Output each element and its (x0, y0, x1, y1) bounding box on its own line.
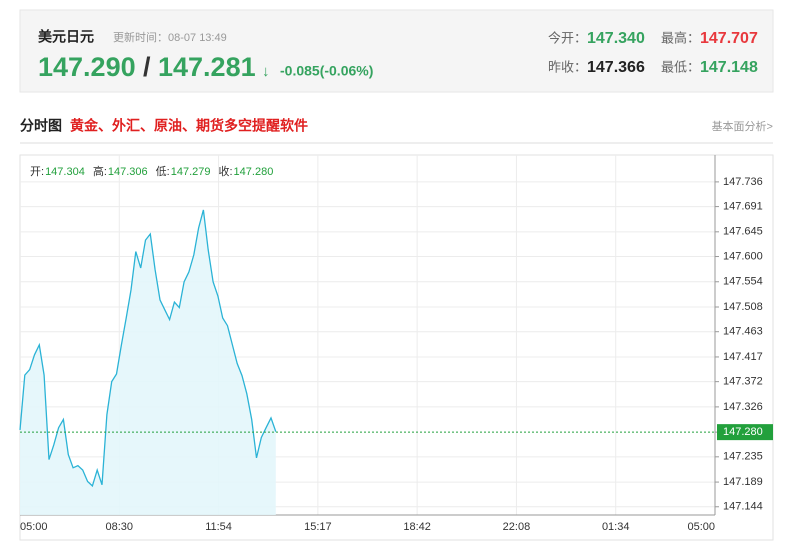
stat-value: 147.340 (587, 30, 645, 47)
x-tick-label: 11:54 (205, 521, 232, 533)
x-tick-label: 05:00 (687, 521, 715, 533)
stat-label: 最高： (661, 30, 700, 45)
y-tick-label: 147.736 (723, 176, 763, 188)
ohlc-value: 147.279 (171, 166, 211, 178)
ask-price: 147.281 (158, 52, 256, 82)
stat-label: 最低： (661, 59, 700, 74)
change: -0.085(-0.06%) (280, 63, 373, 79)
y-tick-label: 147.508 (723, 301, 763, 313)
y-tick-label: 147.189 (723, 476, 763, 488)
promo-link[interactable]: 黄金、外汇、原油、期货多空提醒软件 (70, 118, 308, 134)
y-tick-label: 147.235 (723, 451, 763, 463)
ohlc-label: 高: (93, 164, 107, 178)
x-tick-label: 18:42 (403, 521, 431, 533)
x-tick-label: 08:30 (106, 521, 134, 533)
y-tick-label: 147.326 (723, 401, 763, 413)
quote-box (19, 9, 774, 93)
y-tick-label: 147.417 (723, 351, 763, 363)
change-arrow: ↓ (262, 63, 270, 80)
y-tick-label: 147.463 (723, 326, 763, 338)
y-tick-label: 147.280 (723, 426, 763, 438)
y-tick-label: 147.554 (723, 276, 763, 288)
stat-value: 147.366 (587, 59, 645, 76)
stat-label: 今开： (548, 30, 587, 45)
update-time: 更新时间：08-07 13:49 (113, 30, 227, 44)
y-tick-label: 147.372 (723, 376, 763, 388)
stat-value: 147.148 (700, 59, 758, 76)
x-tick-label: 15:17 (304, 521, 332, 533)
ohlc-value: 147.280 (234, 166, 274, 178)
price-separator: / (143, 52, 151, 82)
y-tick-label: 147.645 (723, 226, 763, 238)
y-tick-label: 147.600 (723, 250, 763, 262)
ohlc-value: 147.306 (108, 166, 148, 178)
x-tick-label: 22:08 (503, 521, 531, 533)
y-tick-highlight (717, 424, 773, 441)
area (20, 209, 276, 515)
y-tick-label: 147.144 (723, 501, 763, 513)
ohlc-label: 开: (30, 166, 44, 178)
stat-label: 昨收： (548, 59, 587, 74)
chart: 147.736 147.691 147.645 147.600 147.554 147.5… (19, 155, 773, 533)
symbol-name: 美元日元 (38, 29, 94, 45)
x-tick-label: 05:00 (20, 521, 48, 533)
y-tick-label: 147.691 (723, 200, 763, 212)
price-line (19, 209, 277, 488)
analysis-link[interactable]: 基本面分析> (712, 119, 773, 133)
ohlc-label: 收: (218, 164, 232, 178)
ohlc-label: 低: (156, 165, 170, 178)
bid-price: 147.290 (38, 52, 136, 82)
stat-value: 147.707 (700, 30, 758, 47)
x-tick-label: 01:34 (602, 521, 630, 533)
section-title: 分时图 (20, 118, 62, 134)
ohlc-value: 147.304 (45, 166, 85, 178)
chart-frame (19, 154, 774, 541)
